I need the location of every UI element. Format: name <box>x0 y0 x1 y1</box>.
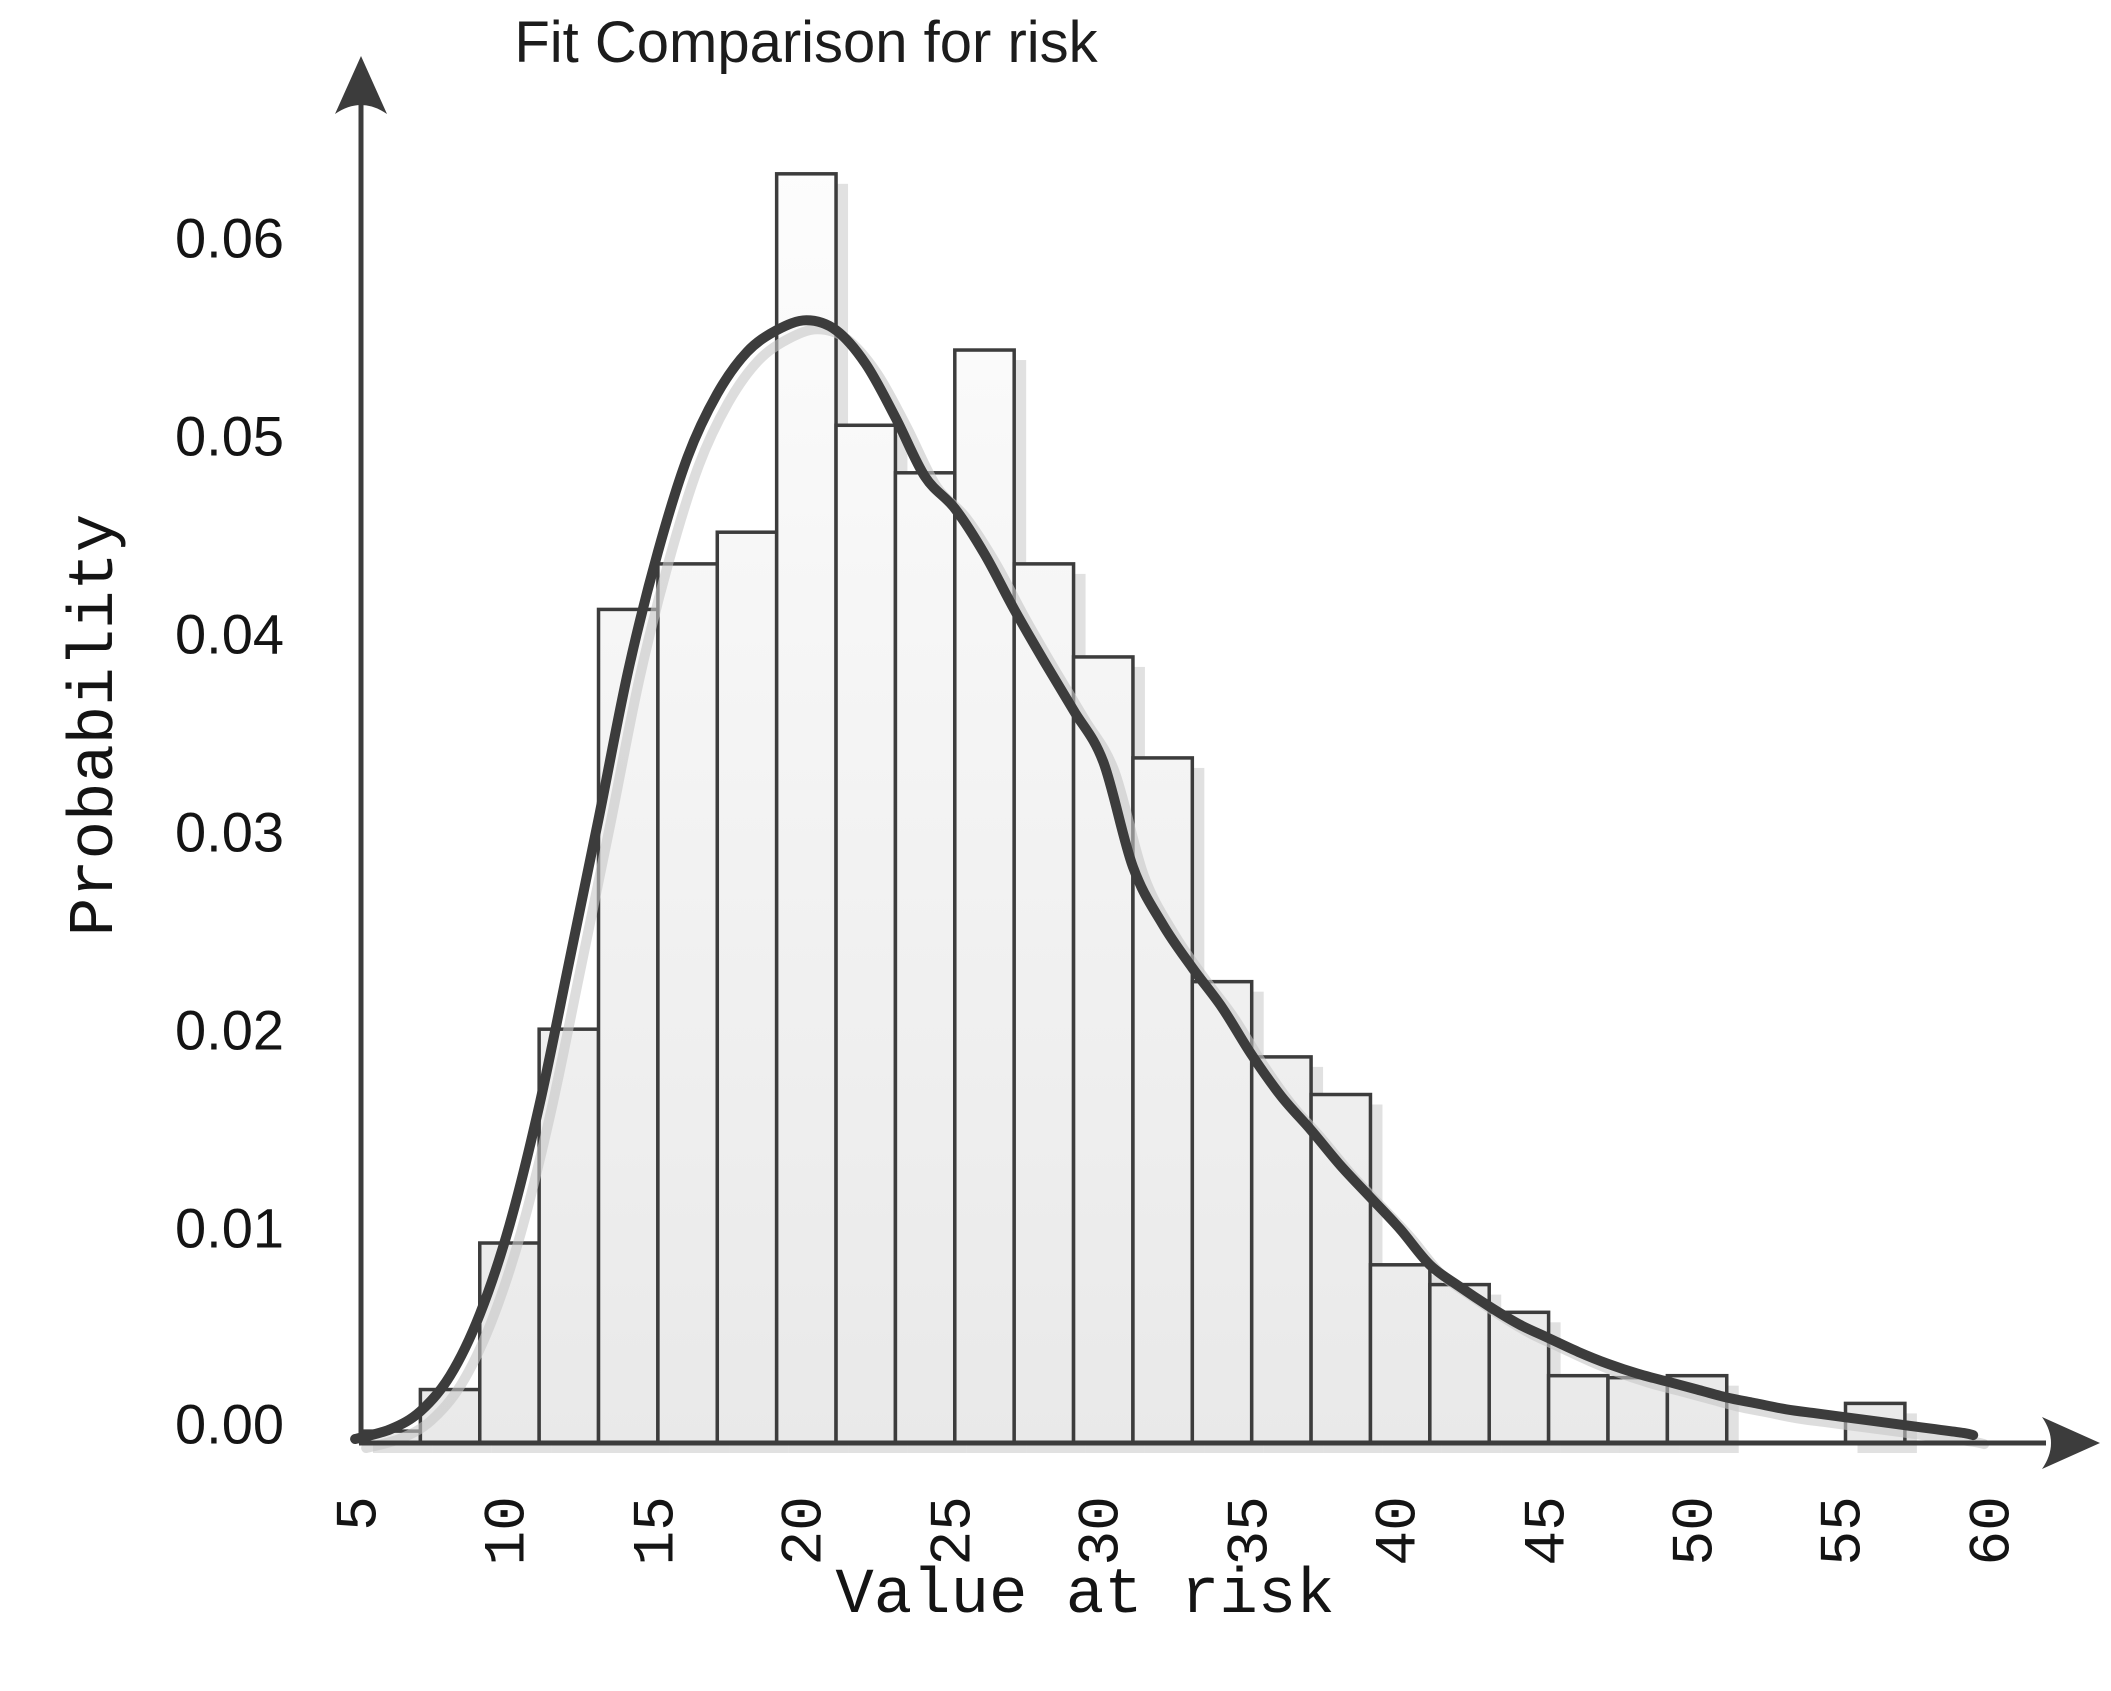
x-tick-45: 45 <box>1517 1496 1582 1566</box>
histogram-bar <box>1368 1263 1432 1445</box>
x-axis-title: Value at risk <box>835 1560 1334 1632</box>
histogram-bar <box>1546 1373 1610 1445</box>
x-tick-30: 30 <box>1071 1496 1136 1566</box>
histogram-bar <box>774 172 838 1445</box>
x-tick-25: 25 <box>923 1496 988 1566</box>
x-tick-35: 35 <box>1220 1496 1285 1566</box>
histogram-bar <box>537 1027 601 1445</box>
histogram-bar <box>893 471 957 1445</box>
x-tick-50: 50 <box>1665 1496 1730 1566</box>
histogram-bar <box>715 530 779 1445</box>
y-tick-0-04: 0.04 <box>175 603 284 666</box>
x-tick-5: 5 <box>329 1496 394 1531</box>
y-tick-0-02: 0.02 <box>175 999 284 1062</box>
bar-shadow <box>373 1441 433 1453</box>
fit-curve <box>350 315 1979 1444</box>
histogram-bar <box>1190 979 1254 1445</box>
histogram-bar <box>656 562 720 1445</box>
y-axis-arrow-icon <box>335 56 387 114</box>
y-tick-0-06: 0.06 <box>175 207 284 270</box>
y-tick-0-03: 0.03 <box>175 801 284 864</box>
y-axis-title: Probability <box>60 514 132 936</box>
y-tick-0-00: 0.00 <box>175 1393 284 1456</box>
fit-curve-shadow <box>361 324 1990 1453</box>
y-tick-0-01: 0.01 <box>175 1197 284 1260</box>
x-tick-10: 10 <box>477 1496 542 1566</box>
x-tick-55: 55 <box>1813 1496 1878 1566</box>
histogram-bar <box>1309 1092 1373 1445</box>
y-tick-0-05: 0.05 <box>175 405 284 468</box>
x-axis-arrow-icon <box>2042 1417 2100 1469</box>
x-tick-15: 15 <box>626 1496 691 1566</box>
histogram-bars <box>359 172 1907 1445</box>
chart-title: Fit Comparison for risk <box>514 10 1098 75</box>
x-tick-60: 60 <box>1962 1496 2027 1566</box>
x-tick-40: 40 <box>1368 1496 1433 1566</box>
histogram-bar <box>834 423 898 1445</box>
x-tick-20: 20 <box>774 1496 839 1566</box>
